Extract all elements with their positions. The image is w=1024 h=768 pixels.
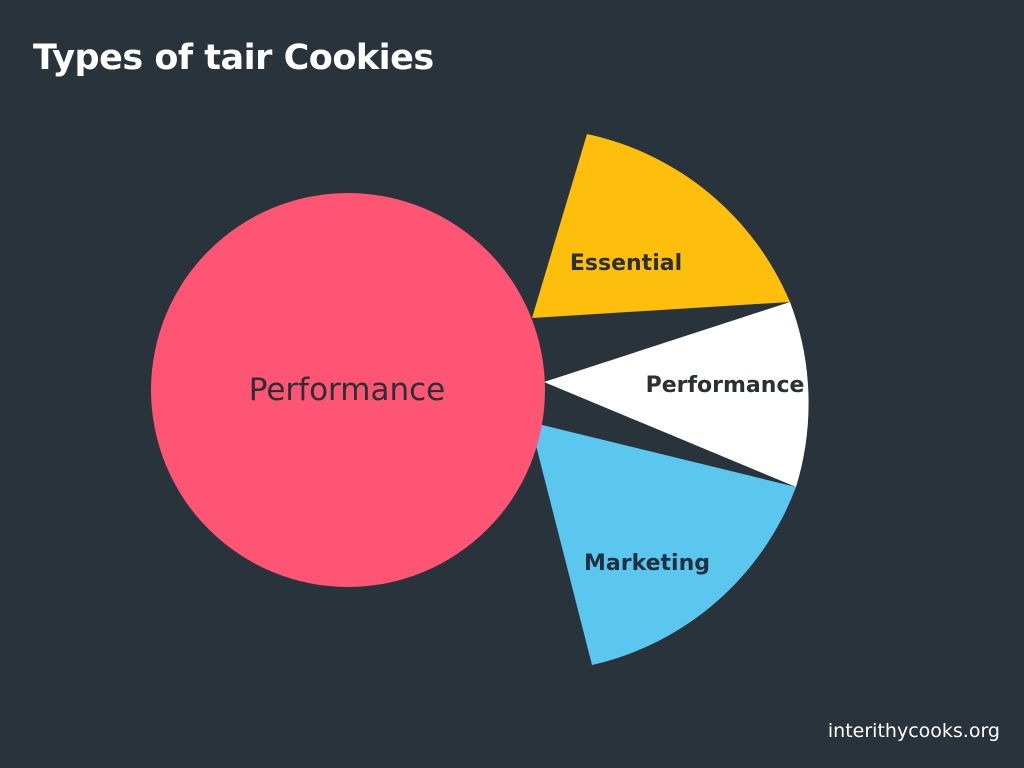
label-performance-main: Performance <box>249 372 445 408</box>
label-marketing: Marketing <box>584 551 710 576</box>
label-essential: Essential <box>570 251 682 276</box>
slice-marketing <box>530 422 796 665</box>
slice-essential <box>532 134 790 318</box>
slice-performance-main <box>151 193 545 587</box>
source-url: interithycooks.org <box>827 720 1000 742</box>
slice-performance-secondary <box>544 302 809 487</box>
chart-title: Types of tair Cookies <box>33 38 434 78</box>
label-performance-secondary: Performance <box>646 373 805 398</box>
